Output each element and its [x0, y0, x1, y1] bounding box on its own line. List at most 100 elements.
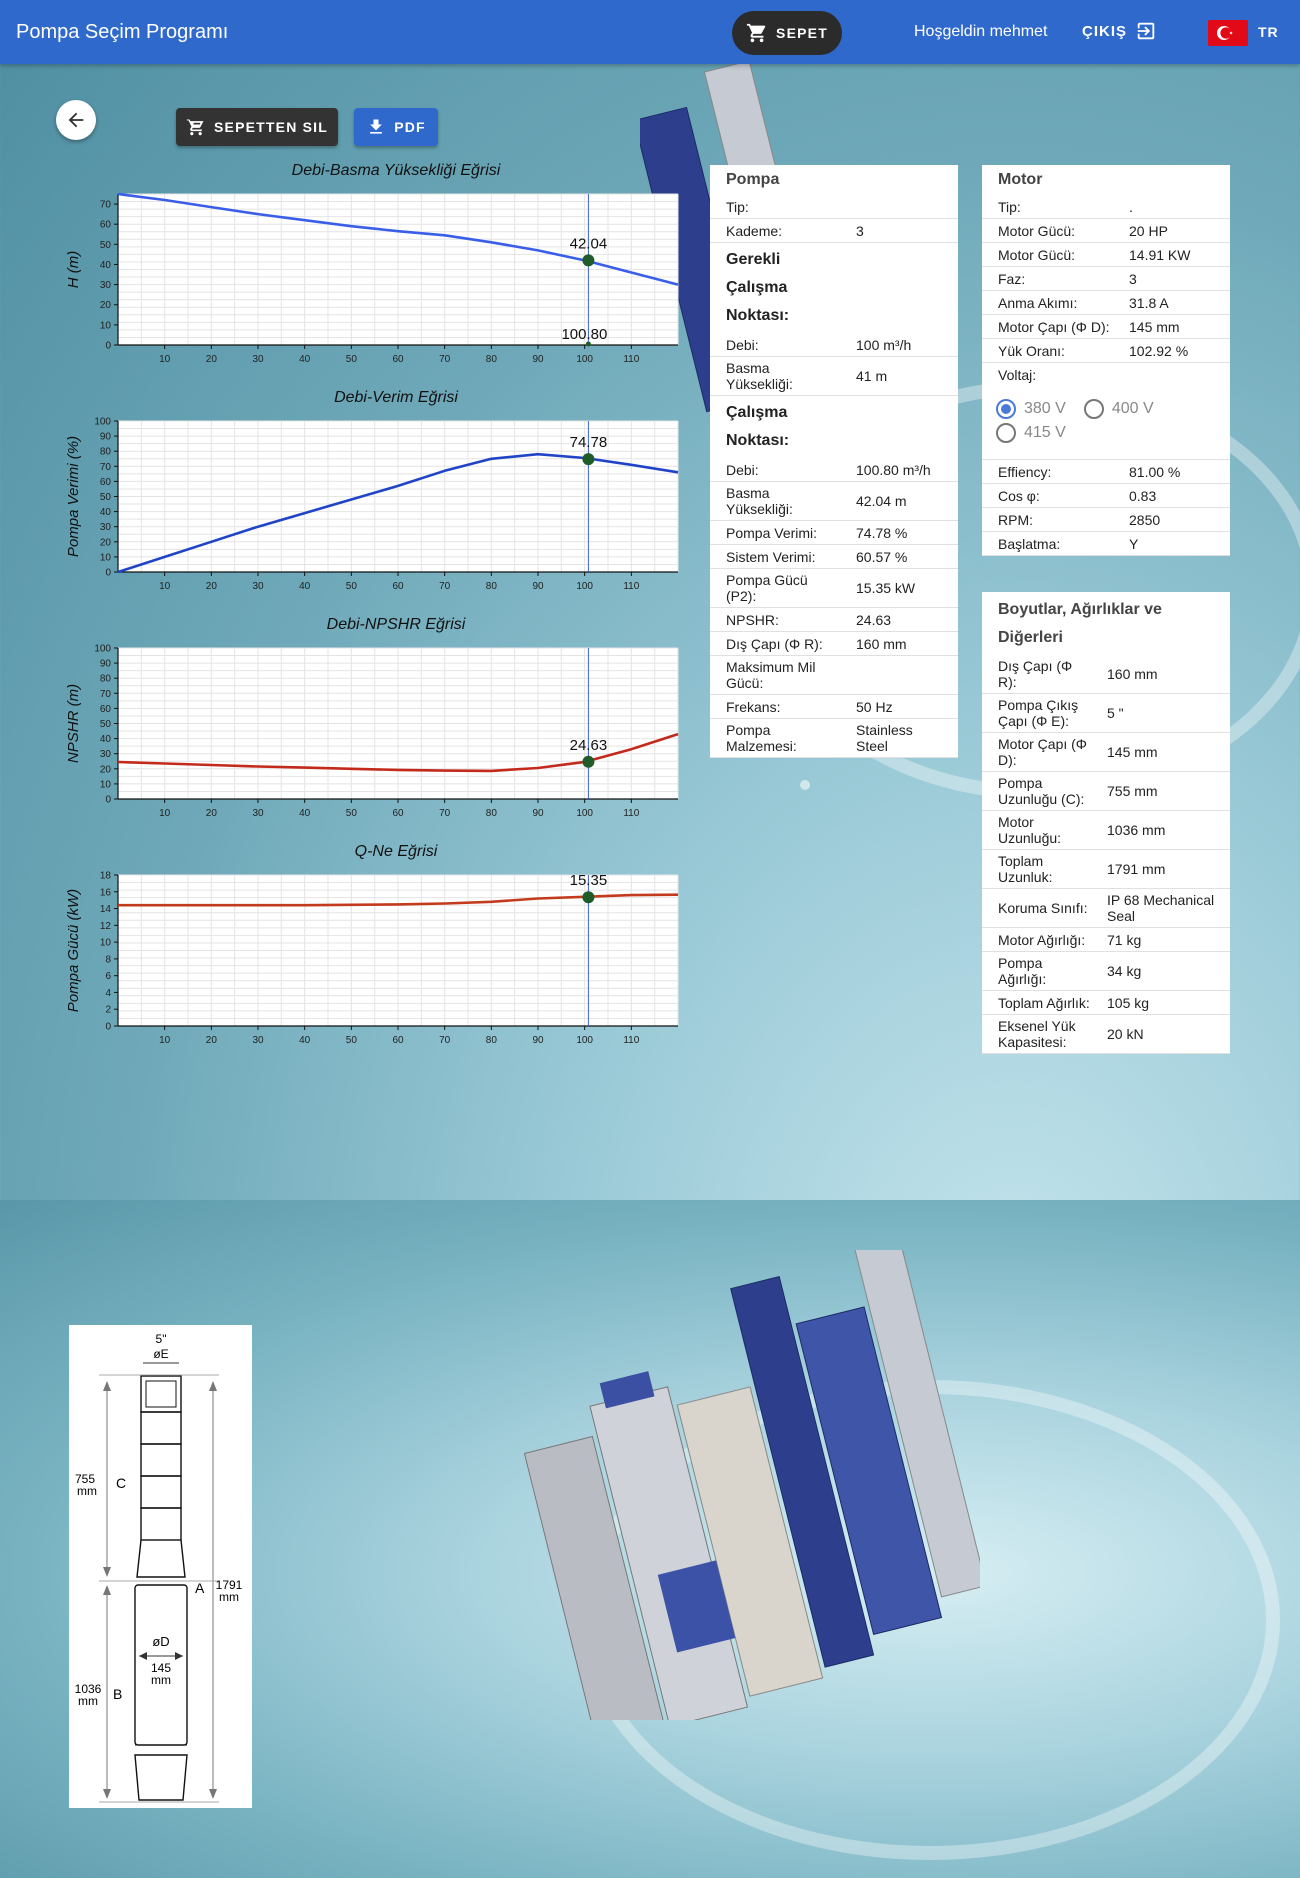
label-c: C	[116, 1475, 126, 1491]
voltage-option-label: 380 V	[1024, 400, 1066, 417]
info-key: Motor Çapı (Φ D):	[998, 318, 1110, 335]
y-tick-label: 30	[100, 280, 112, 291]
chart-svg: 0 2 4 6 8 10 12 14 16 18 10 20 30 40 50 60 70 80 90 100 110 P…	[65, 871, 679, 1046]
info-key: Sistem Verimi:	[726, 548, 816, 565]
back-button[interactable]	[56, 100, 96, 140]
pump-products-image	[523, 1250, 980, 1720]
info-value: 2850	[1129, 511, 1161, 528]
radio-circle-icon	[996, 399, 1016, 419]
x-tick-label: 110	[623, 581, 639, 592]
pdf-button[interactable]: PDF	[354, 108, 438, 146]
info-value: 102.92 %	[1129, 342, 1189, 359]
flow-marker	[585, 341, 591, 347]
info-key: Başlatma:	[998, 535, 1061, 552]
x-tick-label: 40	[299, 581, 311, 592]
info-row: RPM: 2850	[982, 508, 1230, 532]
info-key: Pompa Çıkış Çapı (Φ E):	[998, 697, 1079, 729]
y-tick-label: 50	[100, 492, 112, 503]
y-tick-label: 30	[100, 522, 112, 533]
x-tick-label: 10	[159, 808, 171, 819]
operating-point-label: 42.04	[570, 235, 608, 252]
voltage-radio-400v[interactable]: 400 V	[1083, 397, 1154, 421]
info-value: 41 m	[856, 368, 888, 384]
info-row: Effiency: 81.00 %	[982, 460, 1230, 484]
language-label[interactable]: TR	[1258, 24, 1279, 40]
remove-from-cart-button[interactable]: SEPETTEN SIL	[176, 108, 338, 146]
radio-circle-icon	[1083, 399, 1104, 419]
x-tick-label: 100	[576, 581, 593, 592]
info-row: Pompa Verimi: 74.78 %	[710, 521, 958, 545]
y-tick-label: 70	[100, 462, 112, 473]
chart-title: Debi-Basma Yüksekliği Eğrisi	[291, 162, 501, 179]
info-value: 145 mm	[1107, 744, 1158, 760]
info-row: Pompa Çıkış Çapı (Φ E): 5 "	[982, 694, 1230, 733]
y-tick-label: 70	[100, 200, 112, 211]
info-value	[856, 656, 946, 694]
x-tick-label: 90	[532, 808, 544, 819]
y-tick-label: 10	[100, 552, 112, 563]
cart-button[interactable]: SEPET	[732, 11, 842, 55]
x-tick-label: 20	[206, 808, 218, 819]
label-a: A	[195, 1580, 205, 1596]
x-tick-label: 60	[392, 1035, 404, 1046]
y-tick-label: 80	[100, 447, 112, 458]
info-key: Pompa Malzemesi:	[726, 722, 797, 754]
x-tick-label: 70	[439, 354, 451, 365]
motor-dia-symbol: øD	[152, 1634, 169, 1649]
info-key: Frekans:	[726, 698, 781, 715]
y-axis-label: Pompa Verimi (%)	[65, 436, 82, 557]
x-tick-label: 100	[576, 354, 593, 365]
info-key: RPM:	[998, 511, 1033, 528]
info-row: Basma Yüksekliği: 41 m	[710, 357, 958, 396]
info-row: Frekans: 50 Hz	[710, 695, 958, 719]
voltage-radio-group: 380 V 400 V 415 V	[982, 387, 1232, 459]
chart-svg: 0 10 20 30 40 50 60 70 10 20 30 40 50 60 70 80 90 100 110 H…	[65, 192, 679, 365]
info-row: Pompa Gücü (P2): 15.35 kW	[710, 569, 958, 608]
info-value: 31.8 A	[1129, 294, 1169, 311]
y-tick-label: 0	[105, 568, 111, 579]
info-row: NPSHR: 24.63	[710, 608, 958, 632]
y-tick-label: 6	[105, 971, 111, 982]
x-tick-label: 30	[252, 354, 264, 365]
y-tick-label: 0	[105, 795, 111, 806]
info-key: Yük Oranı:	[998, 342, 1065, 359]
y-tick-label: 18	[100, 871, 112, 882]
y-tick-label: 60	[100, 704, 112, 715]
info-value: 160 mm	[856, 635, 907, 652]
info-key: Pompa Verimi:	[726, 524, 818, 541]
x-tick-label: 90	[532, 581, 544, 592]
info-row: Faz: 3	[982, 267, 1230, 291]
y-tick-label: 10	[100, 320, 112, 331]
chart-title: Debi-Verim Eğrisi	[334, 389, 458, 406]
info-key: Motor Çapı (Φ D):	[998, 736, 1087, 768]
y-tick-label: 50	[100, 240, 112, 251]
info-key: Pompa Uzunluğu (C):	[998, 775, 1085, 807]
y-tick-label: 40	[100, 260, 112, 271]
x-tick-label: 10	[159, 354, 171, 365]
info-key: Motor Gücü:	[998, 246, 1076, 263]
info-value: 81.00 %	[1129, 463, 1181, 480]
chart-npshr: Debi-NPSHR Eğrisi 0 10 20 30 40 50 60 70 80 90 100 1…	[60, 616, 680, 826]
motor-panel-heading: Motor	[998, 171, 1043, 188]
voltage-radio-380v[interactable]: 380 V	[996, 397, 1066, 421]
y-tick-label: 40	[100, 507, 112, 518]
info-value: 0.83	[1129, 487, 1157, 504]
info-key: Eksenel Yük Kapasitesi:	[998, 1018, 1076, 1050]
x-tick-label: 10	[159, 581, 171, 592]
info-key: Kademe:	[726, 222, 783, 239]
info-value: 14.91 KW	[1129, 246, 1191, 263]
info-key: Motor Ağırlığı:	[998, 931, 1086, 948]
info-row: Tip:.	[982, 195, 1230, 219]
info-key: Basma Yüksekliği:	[726, 360, 793, 392]
turkey-flag-icon[interactable]	[1208, 20, 1248, 46]
water-bubble	[800, 780, 810, 790]
info-row: Cos φ: 0.83	[982, 484, 1230, 508]
voltage-radio-415v[interactable]: 415 V	[996, 421, 1066, 445]
y-tick-label: 90	[100, 659, 112, 670]
info-key: Koruma Sınıfı:	[998, 900, 1088, 916]
pump-dimension-diagram: 5" øE 755 mm C 1791 mm A øD 145 mm 1036 …	[69, 1325, 252, 1808]
x-tick-label: 110	[623, 808, 639, 819]
logout-button[interactable]: ÇIKIŞ	[1082, 20, 1157, 42]
info-value: .	[1129, 198, 1133, 215]
app-bar: Pompa Seçim Programı SEPET Hoşgeldin meh…	[0, 0, 1300, 64]
